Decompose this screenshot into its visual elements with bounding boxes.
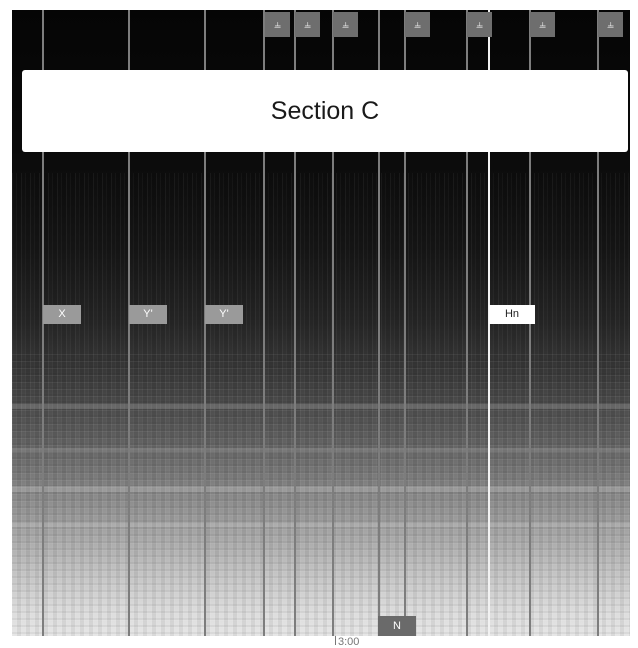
segment-line[interactable] [597,10,599,636]
spectrogram-texture [12,172,630,636]
spectral-band [12,485,630,492]
segment-line[interactable] [332,10,334,636]
time-label: 3:00 [338,636,360,648]
segment-label[interactable]: Y' [205,305,243,324]
segment-label[interactable]: X [43,305,81,324]
segment-line[interactable] [404,10,406,636]
segment-line[interactable] [294,10,296,636]
spectrogram-harmonics [12,354,630,636]
top-marker[interactable]: ⫨ [598,12,623,37]
bottom-marker[interactable]: N [378,616,416,636]
top-marker[interactable]: ⫨ [333,12,358,37]
segment-line[interactable] [263,10,265,636]
top-marker[interactable]: ⫨ [405,12,430,37]
time-tick [335,636,336,645]
section-banner[interactable]: Section C [22,70,628,152]
spectral-band [12,404,630,410]
section-title: Section C [270,96,380,125]
spectral-band [12,448,630,453]
segment-label[interactable]: Y' [129,305,167,324]
top-marker[interactable]: ⫨ [530,12,555,37]
spectral-band [12,523,630,528]
top-marker[interactable]: ⫨ [467,12,492,37]
segment-line[interactable] [378,10,380,636]
top-marker[interactable]: ⫨ [265,12,290,37]
top-marker[interactable]: ⫨ [295,12,320,37]
segment-line[interactable] [466,10,468,636]
segment-label[interactable]: Hn [489,305,535,324]
